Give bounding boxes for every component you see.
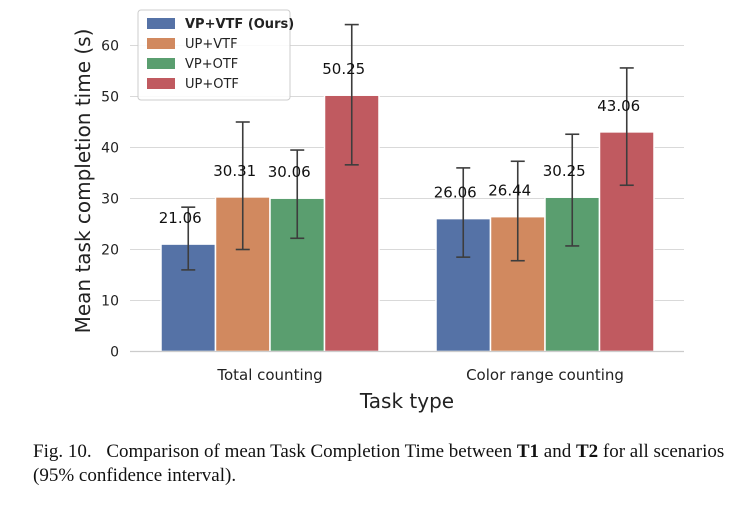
caption-text-1: Comparison of mean Task Completion Time … xyxy=(106,441,517,462)
legend-label: UP+VTF xyxy=(185,37,238,52)
value-label: 26.44 xyxy=(488,182,531,200)
value-label: 50.25 xyxy=(322,60,365,78)
y-tick-labels: 0 10 20 30 40 50 60 xyxy=(101,39,119,361)
legend-label: VP+OTF xyxy=(185,57,238,72)
legend-label: UP+OTF xyxy=(185,77,239,92)
bar xyxy=(598,131,655,353)
caption-bold-2: T2 xyxy=(575,441,599,462)
x-tick-label: Color range counting xyxy=(466,366,624,384)
y-tick-label: 60 xyxy=(101,39,119,55)
caption-bold-1: T1 xyxy=(516,441,540,462)
bar-chart: 21.06 26.06 30.31 26.44 30.06 30.25 50.25 43.06… xyxy=(71,9,684,413)
value-label: 30.25 xyxy=(543,162,586,180)
error-bars xyxy=(181,23,634,271)
y-axis-label: Mean task completion time (s) xyxy=(71,29,95,334)
value-label: 26.06 xyxy=(434,184,477,202)
value-label: 30.06 xyxy=(268,163,311,181)
legend-swatch xyxy=(147,18,175,29)
caption-label: Fig. 10. xyxy=(33,441,92,462)
x-axis-label: Task type xyxy=(359,389,454,413)
legend-box xyxy=(137,9,291,101)
legend-swatch xyxy=(147,78,175,89)
figure-caption: Fig. 10. Comparison of mean Task Complet… xyxy=(33,440,733,488)
y-tick-label: 10 xyxy=(101,294,119,310)
caption-text-3: for all scenarios (95% confidence interv… xyxy=(33,441,725,486)
legend: VP+VTF (Ours) UP+VTF VP+OTF UP+OTF xyxy=(137,9,294,101)
y-tick-label: 40 xyxy=(101,141,119,157)
bar xyxy=(323,94,380,353)
value-labels: 21.06 26.06 30.31 26.44 30.06 30.25 50.25 43.06 xyxy=(159,60,640,227)
y-tick-label: 30 xyxy=(101,192,119,208)
caption-text-2: and xyxy=(539,441,576,462)
value-label: 30.31 xyxy=(213,162,256,180)
y-tick-label: 0 xyxy=(110,345,119,361)
legend-swatch xyxy=(147,58,175,69)
y-tick-label: 50 xyxy=(101,90,119,106)
legend-label: VP+VTF (Ours) xyxy=(185,17,294,32)
x-tick-label: Total counting xyxy=(216,366,322,384)
value-label: 21.06 xyxy=(159,209,202,227)
x-tick-labels: Total counting Color range counting xyxy=(216,366,624,384)
y-tick-label: 20 xyxy=(101,243,119,259)
bars xyxy=(160,94,655,353)
value-label: 43.06 xyxy=(597,97,640,115)
legend-swatch xyxy=(147,38,175,49)
